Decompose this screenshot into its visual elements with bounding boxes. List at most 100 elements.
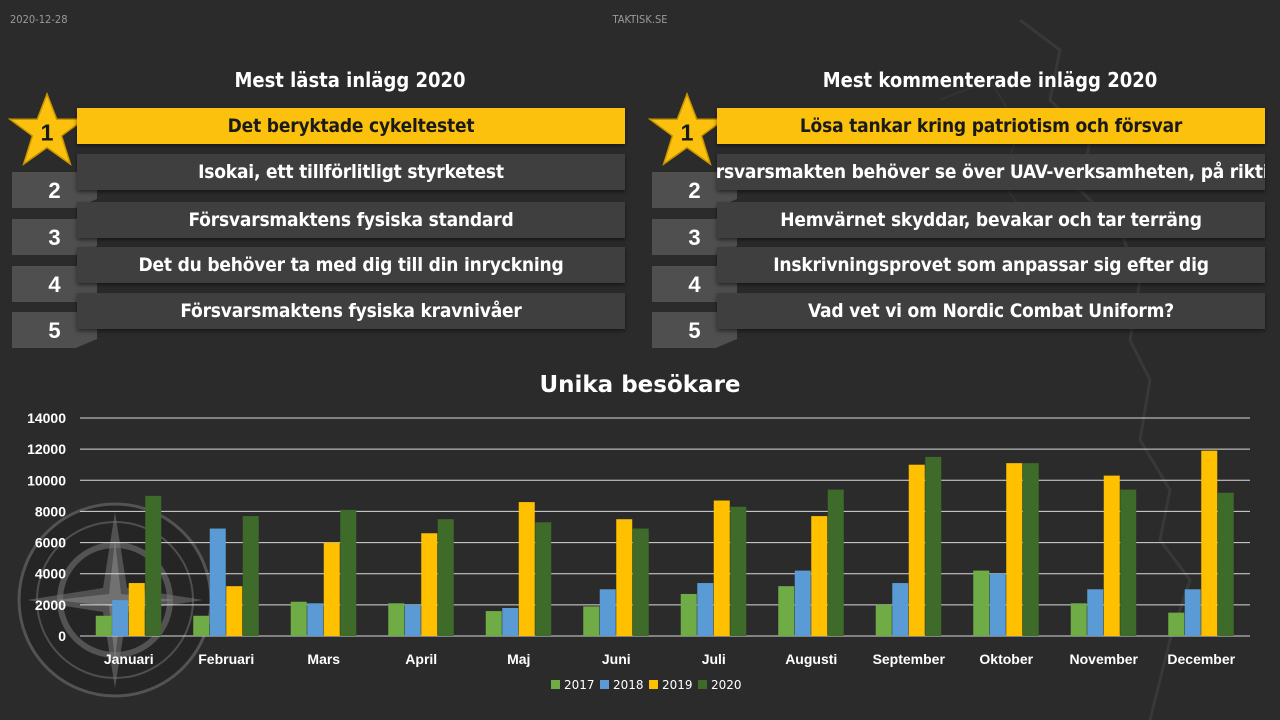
bar bbox=[1201, 450, 1218, 636]
bar bbox=[1022, 463, 1039, 636]
x-tick-label: Januari bbox=[104, 651, 154, 667]
x-tick-label: Februari bbox=[198, 651, 254, 667]
rank-number: 5 bbox=[688, 318, 701, 343]
bar bbox=[713, 500, 730, 636]
bar bbox=[485, 611, 502, 636]
list-item[interactable]: 2 Försvarsmakten behöver se över UAV-ver… bbox=[640, 154, 1265, 208]
rank-bar[interactable]: Lösa tankar kring patriotism och försvar bbox=[717, 108, 1265, 144]
list-item[interactable]: 4 Det du behöver ta med dig till din inr… bbox=[0, 247, 625, 302]
bar bbox=[437, 519, 454, 636]
list-item[interactable]: 5 Vad vet vi om Nordic Combat Uniform? bbox=[640, 293, 1265, 348]
rank-number: 5 bbox=[48, 318, 61, 343]
bar bbox=[616, 519, 633, 636]
x-tick-label: Oktober bbox=[979, 651, 1033, 667]
compass-emblem-icon bbox=[17, 502, 213, 698]
rank-bar[interactable]: Försvarsmaktens fysiska kravnivåer bbox=[77, 293, 625, 329]
bar bbox=[307, 603, 324, 636]
rank-number: 1 bbox=[680, 120, 693, 146]
bar bbox=[794, 570, 811, 636]
bar bbox=[209, 528, 226, 636]
bar bbox=[226, 586, 243, 636]
bar bbox=[145, 495, 162, 636]
list-item[interactable]: 1 Lösa tankar kring patriotism och försv… bbox=[640, 92, 1265, 166]
x-tick-label: April bbox=[405, 651, 437, 667]
bar bbox=[112, 600, 129, 636]
rank-bar[interactable]: Isokai, ett tillförlitligt styrketest bbox=[77, 154, 625, 190]
legend-swatch bbox=[698, 680, 707, 689]
rank-bar[interactable]: Inskrivningsprovet som anpassar sig efte… bbox=[717, 247, 1265, 283]
legend-label: 2017 bbox=[564, 678, 595, 692]
bar bbox=[242, 516, 259, 636]
rank-bar[interactable]: Försvarsmaktens fysiska standard bbox=[77, 202, 625, 238]
bar bbox=[599, 589, 616, 636]
star-icon: 1 bbox=[8, 92, 86, 166]
bar bbox=[404, 604, 421, 636]
bar bbox=[697, 583, 714, 636]
most-read-title: Mest lästa inlägg 2020 bbox=[234, 68, 466, 92]
bar bbox=[1006, 463, 1023, 636]
list-item[interactable]: 4 Inskrivningsprovet som anpassar sig ef… bbox=[640, 247, 1265, 302]
bar bbox=[95, 615, 112, 636]
legend-label: 2020 bbox=[711, 678, 742, 692]
list-item[interactable]: 5 Försvarsmaktens fysiska kravnivåer bbox=[0, 293, 625, 348]
rank-number: 4 bbox=[688, 272, 701, 297]
bar bbox=[1070, 603, 1087, 636]
bar bbox=[1103, 475, 1120, 636]
bar bbox=[811, 516, 828, 636]
rank-number: 3 bbox=[688, 225, 701, 250]
site-label: TAKTISK.SE bbox=[612, 13, 668, 26]
x-tick-label: Mars bbox=[307, 651, 340, 667]
list-item[interactable]: 2 Isokai, ett tillförlitligt styrketest bbox=[0, 154, 625, 208]
rank-bar[interactable]: Det du behöver ta med dig till din inryc… bbox=[77, 247, 625, 283]
x-tick-label: Maj bbox=[507, 651, 530, 667]
rank-bar[interactable]: Det beryktade cykeltestet bbox=[77, 108, 625, 144]
list-item[interactable]: 1 Det beryktade cykeltestet bbox=[0, 92, 625, 166]
x-tick-label: September bbox=[873, 651, 946, 667]
bar bbox=[193, 615, 210, 636]
bar bbox=[875, 604, 892, 636]
legend-swatch bbox=[649, 680, 658, 689]
rank-number: 4 bbox=[48, 272, 61, 297]
y-tick-label: 12000 bbox=[27, 441, 66, 457]
chart-title: Unika besökare bbox=[539, 372, 741, 398]
y-tick-label: 4000 bbox=[35, 566, 66, 582]
bar bbox=[290, 601, 307, 636]
legend-label: 2018 bbox=[613, 678, 644, 692]
bar bbox=[632, 528, 649, 636]
rank-bar[interactable]: Försvarsmakten behöver se över UAV-verks… bbox=[717, 154, 1265, 190]
rank-number: 2 bbox=[688, 178, 701, 203]
x-tick-label: Juni bbox=[602, 651, 631, 667]
list-item[interactable]: 3 Hemvärnet skyddar, bevakar och tar ter… bbox=[640, 202, 1265, 255]
bar bbox=[518, 502, 535, 636]
y-tick-label: 0 bbox=[58, 628, 66, 644]
date-label: 2020-12-28 bbox=[10, 13, 68, 26]
rank-number: 3 bbox=[48, 225, 61, 250]
bar bbox=[1184, 589, 1201, 636]
x-tick-label: December bbox=[1167, 651, 1235, 667]
rank-bar[interactable]: Hemvärnet skyddar, bevakar och tar terrä… bbox=[717, 202, 1265, 238]
legend-swatch bbox=[551, 680, 560, 689]
list-item[interactable]: 3 Försvarsmaktens fysiska standard bbox=[0, 202, 625, 255]
x-tick-label: Juli bbox=[702, 651, 726, 667]
bar bbox=[340, 509, 357, 636]
bar bbox=[973, 570, 990, 636]
x-tick-label: November bbox=[1070, 651, 1139, 667]
bar bbox=[925, 456, 942, 636]
bar bbox=[680, 593, 697, 636]
y-tick-label: 8000 bbox=[35, 503, 66, 519]
most-commented-panel: Mest kommenterade inlägg 2020 1 Lösa tan… bbox=[640, 66, 1265, 356]
bar bbox=[1217, 492, 1234, 636]
y-tick-label: 2000 bbox=[35, 597, 66, 613]
rank-number: 2 bbox=[48, 178, 61, 203]
legend-swatch bbox=[600, 680, 609, 689]
bar bbox=[583, 606, 600, 636]
rank-bar[interactable]: Vad vet vi om Nordic Combat Uniform? bbox=[717, 293, 1265, 329]
bar bbox=[730, 506, 747, 636]
bar bbox=[388, 603, 405, 636]
most-commented-title: Mest kommenterade inlägg 2020 bbox=[822, 68, 1158, 92]
bar bbox=[892, 583, 909, 636]
star-icon: 1 bbox=[648, 92, 726, 166]
bar bbox=[989, 573, 1006, 636]
bar bbox=[1087, 589, 1104, 636]
x-tick-label: Augusti bbox=[785, 651, 837, 667]
